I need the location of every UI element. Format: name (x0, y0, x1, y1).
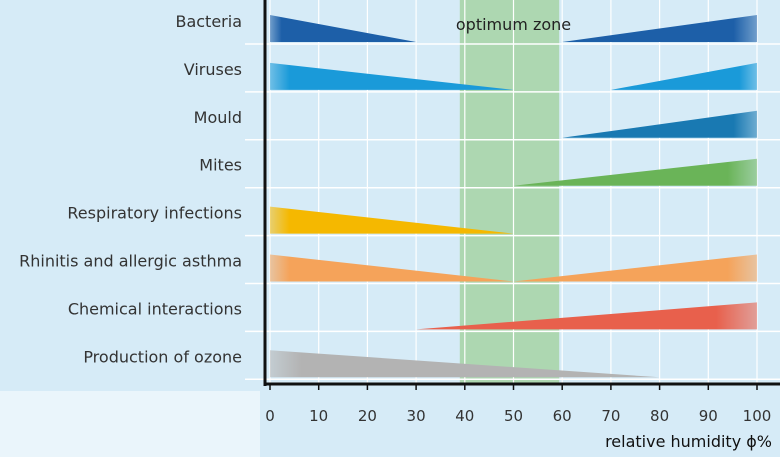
category-label: Chemical interactions (68, 299, 242, 318)
band-viruses-left (270, 62, 514, 90)
category-label: Respiratory infections (67, 204, 242, 223)
x-tick-label: 10 (309, 407, 328, 425)
x-tick-label: 20 (358, 407, 377, 425)
category-label: Mould (194, 108, 242, 127)
category-label: Rhinitis and allergic asthma (19, 252, 242, 271)
band-mites-right (513, 158, 757, 186)
band-production-of-ozone-left (270, 350, 660, 378)
x-tick-label: 80 (650, 407, 669, 425)
band-mould-right (562, 110, 757, 138)
x-tick-label: 60 (553, 407, 572, 425)
category-label: Mites (199, 156, 242, 175)
band-chemical-interactions-right (416, 302, 757, 330)
x-axis-panel (260, 391, 780, 457)
band-bacteria-right (562, 15, 757, 42)
band-viruses-right (610, 62, 757, 90)
category-label: Production of ozone (83, 347, 242, 366)
x-tick-label: 0 (265, 407, 275, 425)
label-panel (0, 0, 260, 391)
x-tick-label: 30 (407, 407, 426, 425)
x-tick-label: 70 (601, 407, 620, 425)
band-rhinitis-and-allergic-asthma-left (270, 254, 514, 282)
corner-panel (0, 391, 260, 457)
category-label: Bacteria (175, 12, 242, 31)
x-tick-label: 50 (504, 407, 523, 425)
x-tick-label: 100 (743, 407, 772, 425)
optimum-zone-label: optimum zone (456, 15, 571, 34)
x-tick-label: 40 (455, 407, 474, 425)
band-rhinitis-and-allergic-asthma-right (513, 254, 757, 282)
band-bacteria-left (270, 15, 417, 42)
band-respiratory-infections-left (270, 206, 514, 234)
category-label: Viruses (184, 60, 242, 79)
x-tick-label: 90 (699, 407, 718, 425)
x-axis-title: relative humidity ϕ% (605, 432, 772, 451)
